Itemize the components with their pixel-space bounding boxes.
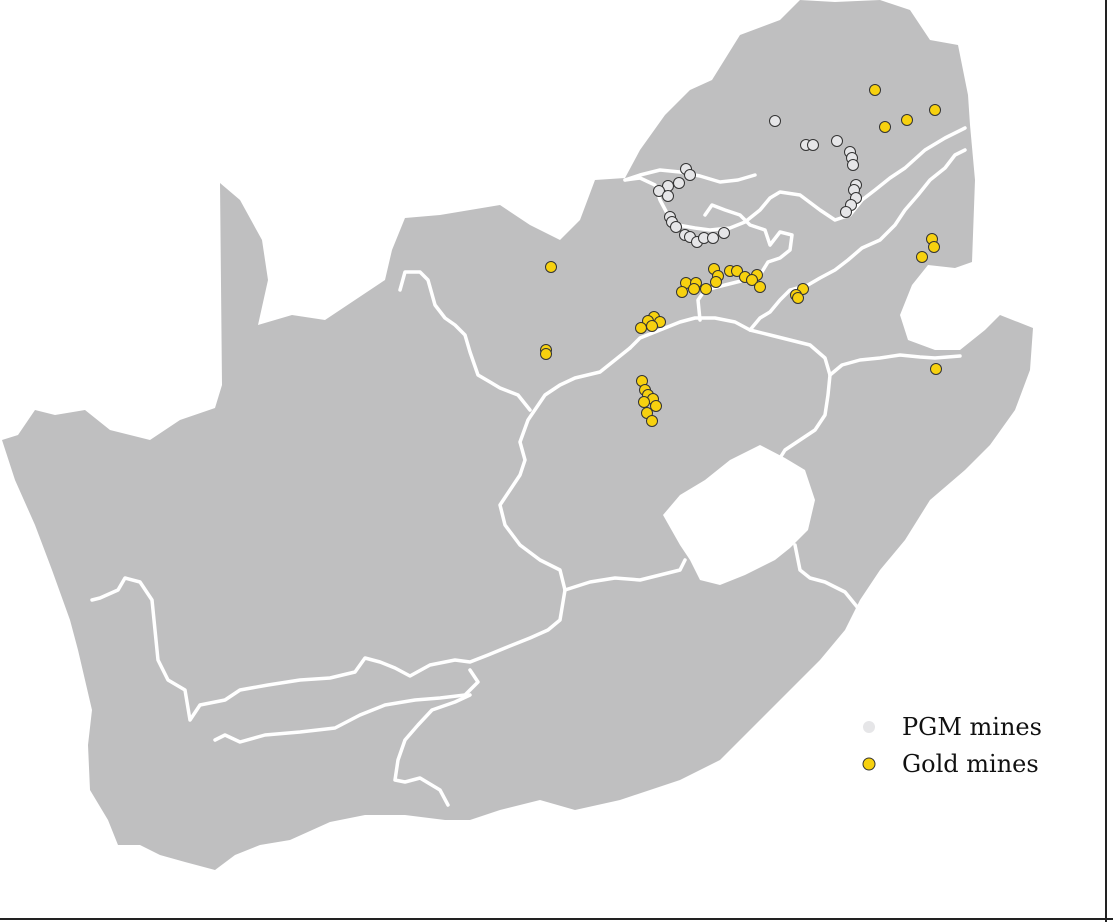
gold-mine (638, 396, 650, 408)
gold-mine (731, 265, 743, 277)
border-mpumalanga-kzn (828, 353, 962, 377)
pgm-mine (769, 115, 781, 127)
border-north-west-free-state (628, 316, 832, 377)
pgm-mine-markers (653, 115, 862, 248)
pgm-mine (684, 169, 696, 181)
gold-mine (928, 241, 940, 253)
pgm-mine (707, 232, 719, 244)
legend: PGM mines Gold mines (862, 713, 1042, 778)
border-free-state-kzn (778, 373, 832, 460)
legend-swatch-gold (862, 757, 876, 771)
border-free-state-eastern-cape (563, 558, 687, 592)
gold-mine (646, 415, 658, 427)
gold-mine (754, 281, 766, 293)
border-eastern-cape-kzn (793, 543, 860, 610)
gold-mine (901, 114, 913, 126)
province-borders (90, 126, 967, 807)
pgm-mine (670, 221, 682, 233)
gold-mine (700, 283, 712, 295)
gold-mine (879, 121, 891, 133)
gold-mine (540, 348, 552, 360)
border-western-cape-eastern-cape (213, 668, 480, 744)
gold-mine (646, 320, 658, 332)
border-northern-cape-free-state (498, 346, 632, 592)
legend-label-gold: Gold mines (902, 750, 1039, 778)
border-western-cape-eastern-cape-south (393, 693, 472, 807)
pgm-mine (662, 190, 674, 202)
south-africa-landmass (2, 0, 1033, 870)
border-northern-cape-western-cape (90, 576, 567, 722)
gold-mine (635, 322, 647, 334)
gold-mine (930, 363, 942, 375)
pgm-mine (673, 177, 685, 189)
legend-item-gold: Gold mines (862, 750, 1039, 778)
gold-mine (676, 286, 688, 298)
gold-mine (916, 251, 928, 263)
gold-mine (545, 261, 557, 273)
legend-swatch-pgm (863, 721, 875, 733)
gold-mine (869, 84, 881, 96)
gold-mine-markers (540, 84, 942, 427)
border-mpumalanga (748, 148, 967, 332)
pgm-mine (653, 185, 665, 197)
gold-mine (650, 400, 662, 412)
gold-mine (688, 283, 700, 295)
pgm-mine (718, 227, 730, 239)
gold-mine (792, 292, 804, 304)
pgm-mine (807, 139, 819, 151)
legend-label-pgm: PGM mines (902, 713, 1042, 741)
gold-mine (929, 104, 941, 116)
gold-mine (710, 276, 722, 288)
border-gauteng (696, 203, 794, 322)
pgm-mine (847, 159, 859, 171)
gold-mine (746, 274, 758, 286)
legend-item-pgm: PGM mines (863, 713, 1042, 741)
border-northern-cape-north-west (398, 270, 532, 412)
pgm-mine (840, 206, 852, 218)
pgm-mine (831, 135, 843, 147)
